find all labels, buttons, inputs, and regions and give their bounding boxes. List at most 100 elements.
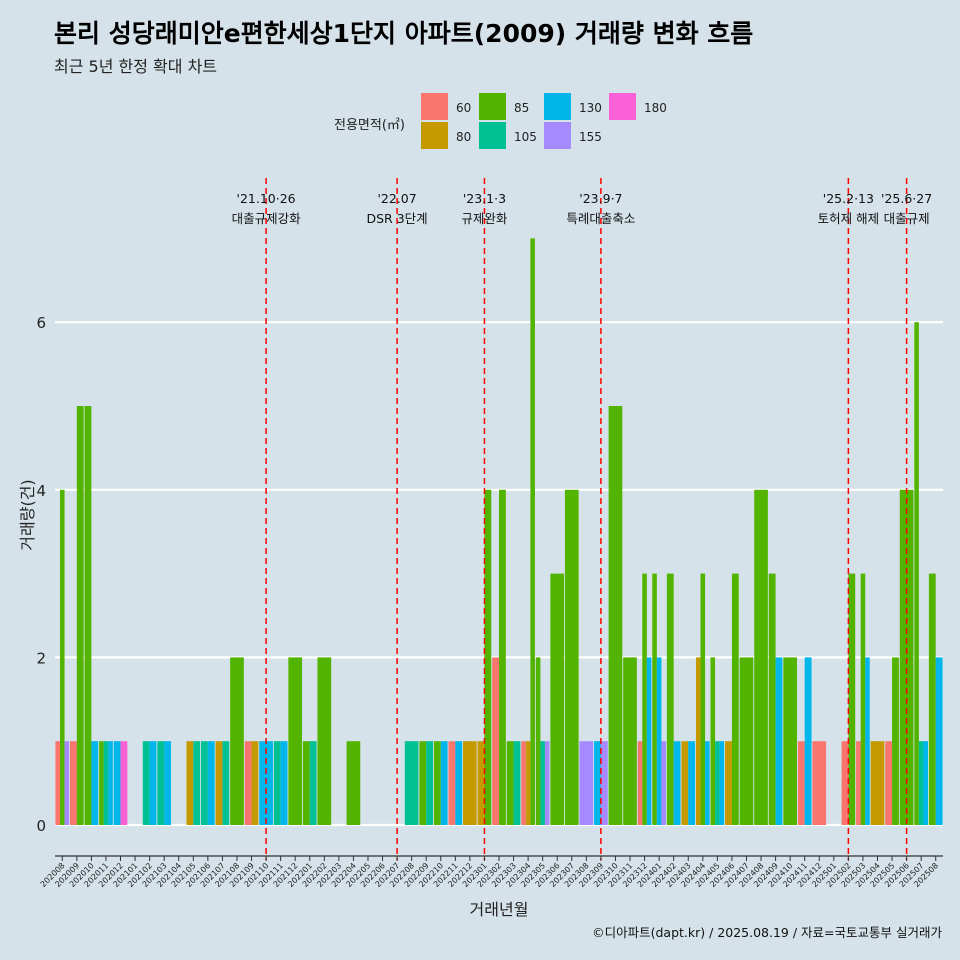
bar-202008-60	[55, 741, 60, 825]
bar-202209-85	[419, 741, 427, 825]
bar-202008-85	[59, 489, 65, 825]
bar-202401-85	[652, 573, 657, 825]
legend-swatch-105	[479, 122, 506, 149]
bar-202405-85	[710, 657, 716, 825]
bar-202507-105	[918, 741, 924, 825]
bar-202309-155	[600, 741, 608, 825]
bar-202303-105	[513, 741, 521, 825]
source-caption: ©디아파트(dapt.kr) / 2025.08.19 / 자료=국토교통부 실…	[592, 925, 942, 940]
y-axis-title: 거래량(건)	[18, 479, 37, 550]
y-tick-label: 0	[36, 817, 46, 835]
bar-202312-60	[637, 741, 643, 825]
bar-202311-85	[623, 657, 637, 825]
bar-202412-60	[812, 741, 827, 825]
bar-202011-130	[108, 741, 113, 825]
x-axis-title: 거래년월	[470, 900, 529, 919]
bar-202304-80	[525, 741, 531, 825]
bar-202011-85	[99, 741, 104, 825]
bars	[55, 238, 943, 825]
bar-202506-85	[899, 489, 914, 825]
bar-202201-85	[302, 741, 310, 825]
bar-202306-85	[550, 573, 565, 825]
bar-202012-180	[120, 741, 128, 825]
bar-202210-85	[433, 741, 441, 825]
bar-202107-80	[215, 741, 223, 825]
chart-title: 본리 성당래미안e편한세상1단지 아파트(2009) 거래량 변화 흐름	[54, 19, 754, 48]
bar-202307-85	[564, 489, 579, 825]
bar-202505-85	[892, 657, 899, 825]
bar-202109-60	[244, 741, 252, 825]
event-sublabel: DSR 3단계	[367, 211, 428, 226]
bar-202202-85	[317, 657, 332, 825]
bar-202403-130	[688, 741, 696, 825]
bar-202309-130	[594, 741, 601, 825]
bar-202408-85	[754, 489, 768, 825]
bar-202312-130	[646, 657, 652, 825]
event-label: '23.9·7	[579, 191, 622, 206]
bar-202305-105	[540, 741, 545, 825]
bar-202011-105	[103, 741, 109, 825]
bar-202210-130	[440, 741, 448, 825]
event-label: '25.2·13	[823, 191, 874, 206]
event-sublabel: 대출규제	[884, 211, 930, 226]
bar-202401-130	[656, 657, 662, 825]
bar-202502-85	[848, 573, 856, 825]
legend-label-155: 155	[579, 130, 602, 144]
bar-202401-155	[661, 741, 666, 825]
bar-202406-85	[731, 573, 739, 825]
bar-202507-85	[914, 322, 919, 825]
bar-202303-85	[506, 741, 514, 825]
bar-202111-130	[280, 741, 288, 825]
legend-label-85: 85	[514, 101, 529, 115]
legend-label-105: 105	[514, 130, 537, 144]
event-sublabel: 규제완화	[461, 211, 508, 226]
event-sublabel: 특례대출축소	[566, 211, 635, 226]
y-tick-label: 6	[36, 314, 46, 332]
bar-202009-60	[69, 741, 77, 825]
bar-202503-130	[865, 657, 870, 825]
bar-202201-105	[309, 741, 317, 825]
legend-swatch-155	[544, 122, 571, 149]
bar-202404-85	[700, 573, 706, 825]
bar-202302-60	[492, 657, 499, 825]
legend-swatch-180	[609, 93, 636, 120]
event-sublabel: 대출규제강화	[232, 211, 302, 226]
axes: 0246202008202009202010202011202012202101…	[18, 314, 943, 919]
legend-label-130: 130	[579, 101, 602, 115]
bar-202505-60	[885, 741, 893, 825]
bar-202208-105	[404, 741, 419, 825]
event-markers: '21.10·26 대출규제강화 '22.07 DSR 3단계 '23.1·3 규제완화 '…	[232, 178, 932, 860]
bar-202008-155	[64, 741, 70, 825]
bar-202212-80	[463, 741, 477, 825]
bar-202404-130	[705, 741, 710, 825]
bar-202503-60	[856, 741, 861, 825]
bar-202310-85	[608, 406, 623, 825]
bar-202302-85	[499, 489, 506, 825]
bar-202105-80	[186, 741, 194, 825]
bar-202503-85	[860, 573, 866, 825]
legend-swatch-130	[544, 93, 571, 120]
bar-202508-130	[935, 657, 943, 825]
bar-202012-130	[113, 741, 121, 825]
bar-202301-80	[477, 741, 485, 825]
bar-202103-105	[157, 741, 165, 825]
bar-202204-85	[346, 741, 361, 825]
legend-title: 전용면적(㎡)	[334, 118, 405, 133]
bar-202108-85	[230, 657, 244, 825]
bar-202103-130	[164, 741, 172, 825]
bar-202402-85	[666, 573, 674, 825]
bar-202504-80	[870, 741, 885, 825]
bar-202112-85	[288, 657, 303, 825]
bar-202211-130	[455, 741, 463, 825]
legend-label-180: 180	[644, 101, 667, 115]
bar-202502-60	[841, 741, 849, 825]
bar-202109-80	[251, 741, 259, 825]
bar-202411-60	[797, 741, 805, 825]
legend: 전용면적(㎡) 60 80 85 105 130 155 180	[334, 93, 667, 149]
legend-swatch-80	[421, 122, 448, 149]
bar-202409-85	[768, 573, 776, 825]
bar-202102-130	[149, 741, 157, 825]
bar-202405-105	[715, 741, 720, 825]
bar-202209-105	[426, 741, 434, 825]
